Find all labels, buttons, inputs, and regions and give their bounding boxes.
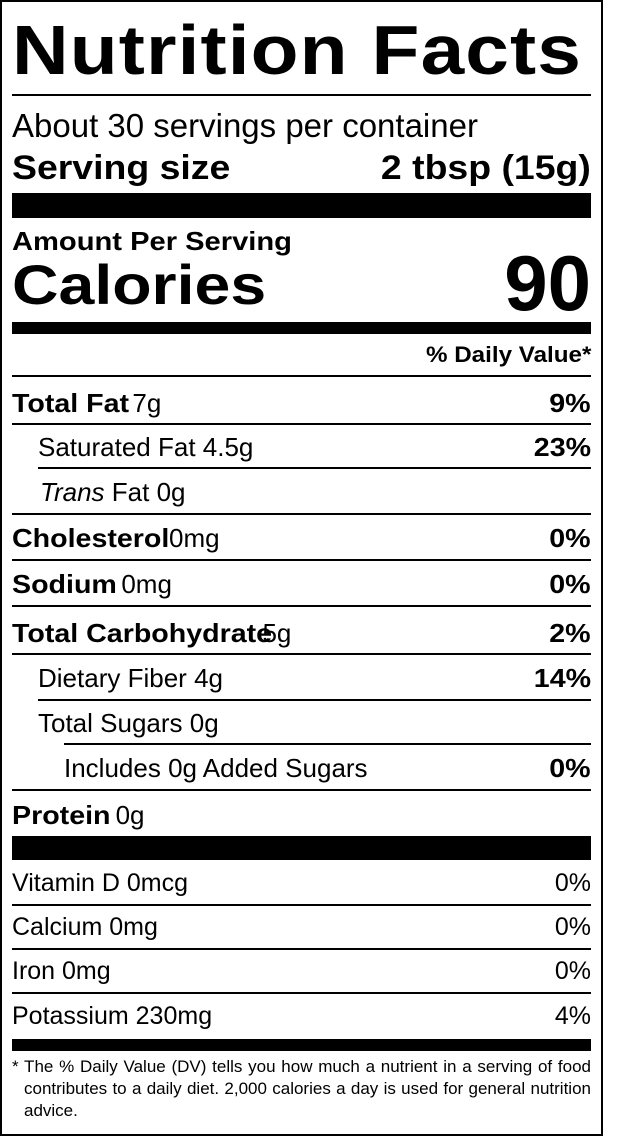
divider	[12, 948, 591, 950]
divider	[12, 513, 591, 515]
divider	[12, 653, 591, 655]
nutrient-row-protein: Protein 0g	[12, 795, 591, 835]
servings-per-container: About 30 servings per container	[12, 107, 478, 144]
divider	[38, 467, 591, 469]
vitamin-row-vitamin-d: Vitamin D 0mcg 0%	[12, 863, 591, 903]
vitamin-row-potassium: Potassium 230mg 4%	[12, 996, 591, 1036]
nutrient-name: Protein	[12, 800, 111, 830]
vitamin-row-iron: Iron 0mg 0%	[12, 951, 591, 991]
nutrient-row-saturated-fat: Saturated Fat 4.5g 23%	[12, 427, 591, 467]
daily-value-header: % Daily Value*	[425, 342, 591, 367]
nutrient-row-sodium: Sodium 0mg 0%	[12, 564, 591, 604]
nutrient-name: Includes 0g Added Sugars	[64, 753, 368, 783]
vitamin-name: Calcium 0mg	[12, 913, 158, 941]
serving-size-value: 2 tbsp (15g)	[381, 149, 591, 187]
divider	[12, 605, 591, 607]
nutrient-name: Total Sugars	[38, 708, 183, 738]
nutrient-row-total-carbohydrate: Total Carbohydrate5g 2%	[12, 613, 591, 653]
nutrient-name: Cholesterol	[12, 523, 170, 553]
vitamin-name: Iron 0mg	[12, 957, 111, 985]
divider	[12, 559, 591, 561]
nutrient-row-total-sugars: Total Sugars 0g	[12, 703, 591, 743]
divider	[12, 375, 591, 377]
nutrient-amount: 4g	[194, 663, 223, 693]
vitamin-dv: 0%	[554, 913, 591, 941]
nutrient-name: Dietary Fiber	[38, 663, 187, 693]
nutrient-dv: 14%	[533, 663, 591, 693]
nutrient-name: Sodium	[12, 569, 117, 599]
divider	[12, 789, 591, 791]
thick-divider	[12, 193, 591, 218]
divider	[64, 743, 591, 745]
vitamin-row-calcium: Calcium 0mg 0%	[12, 907, 591, 947]
nutrient-amount: 4.5g	[202, 432, 254, 462]
amount-per-serving: Amount Per Serving	[12, 226, 292, 256]
nutrient-row-cholesterol: Cholesterol0mg 0%	[12, 518, 591, 558]
label-title: Nutrition Facts	[12, 11, 582, 89]
calories-label: Calories	[12, 253, 267, 316]
nutrient-dv: 0%	[549, 569, 591, 599]
divider	[12, 94, 591, 96]
thick-divider	[12, 836, 591, 860]
nutrient-amount: 0g	[115, 800, 145, 830]
nutrient-dv: 0%	[549, 523, 591, 553]
nutrient-amount: 0g	[156, 477, 186, 507]
nutrient-row-total-fat: Total Fat 7g 9%	[12, 383, 591, 423]
vitamin-name: Potassium 230mg	[12, 1002, 213, 1030]
medium-divider	[12, 322, 591, 334]
nutrient-dv: 9%	[549, 388, 591, 418]
nutrient-row-dietary-fiber: Dietary Fiber 4g 14%	[12, 658, 591, 698]
nutrient-name: Trans	[40, 477, 105, 507]
divider	[12, 904, 591, 906]
divider	[12, 423, 591, 425]
divider	[38, 699, 591, 701]
footnote: * The % Daily Value (DV) tells you how m…	[12, 1056, 591, 1122]
nutrient-amount: 5g	[262, 618, 292, 648]
nutrient-amount: 0mg	[169, 523, 220, 553]
nutrition-facts-label: Nutrition Facts About 30 servings per co…	[0, 0, 603, 1136]
nutrient-amount: 0g	[189, 708, 219, 738]
nutrient-name: Saturated Fat	[38, 432, 196, 462]
nutrient-name: Total Carbohydrate	[12, 618, 273, 648]
footnote-text: * The % Daily Value (DV) tells you how m…	[12, 1057, 591, 1120]
vitamin-dv: 4%	[554, 1002, 591, 1030]
nutrient-name: Total Fat	[12, 388, 130, 418]
nutrient-name-suffix: Fat	[111, 477, 150, 507]
medium-divider	[12, 1039, 591, 1051]
vitamin-dv: 0%	[554, 957, 591, 985]
nutrient-dv: 23%	[533, 432, 591, 462]
vitamin-name: Vitamin D 0mcg	[12, 869, 188, 897]
nutrient-row-trans-fat: Trans Fat 0g	[12, 472, 591, 512]
nutrient-amount: 0mg	[121, 569, 172, 599]
divider	[12, 992, 591, 994]
nutrient-dv: 0%	[549, 753, 591, 783]
nutrient-dv: 2%	[549, 618, 591, 648]
serving-size-label: Serving size	[12, 149, 231, 187]
vitamin-dv: 0%	[554, 869, 591, 897]
nutrient-row-added-sugars: Includes 0g Added Sugars 0%	[12, 748, 591, 788]
calories-value: 90	[504, 239, 591, 327]
nutrient-amount: 7g	[132, 388, 162, 418]
